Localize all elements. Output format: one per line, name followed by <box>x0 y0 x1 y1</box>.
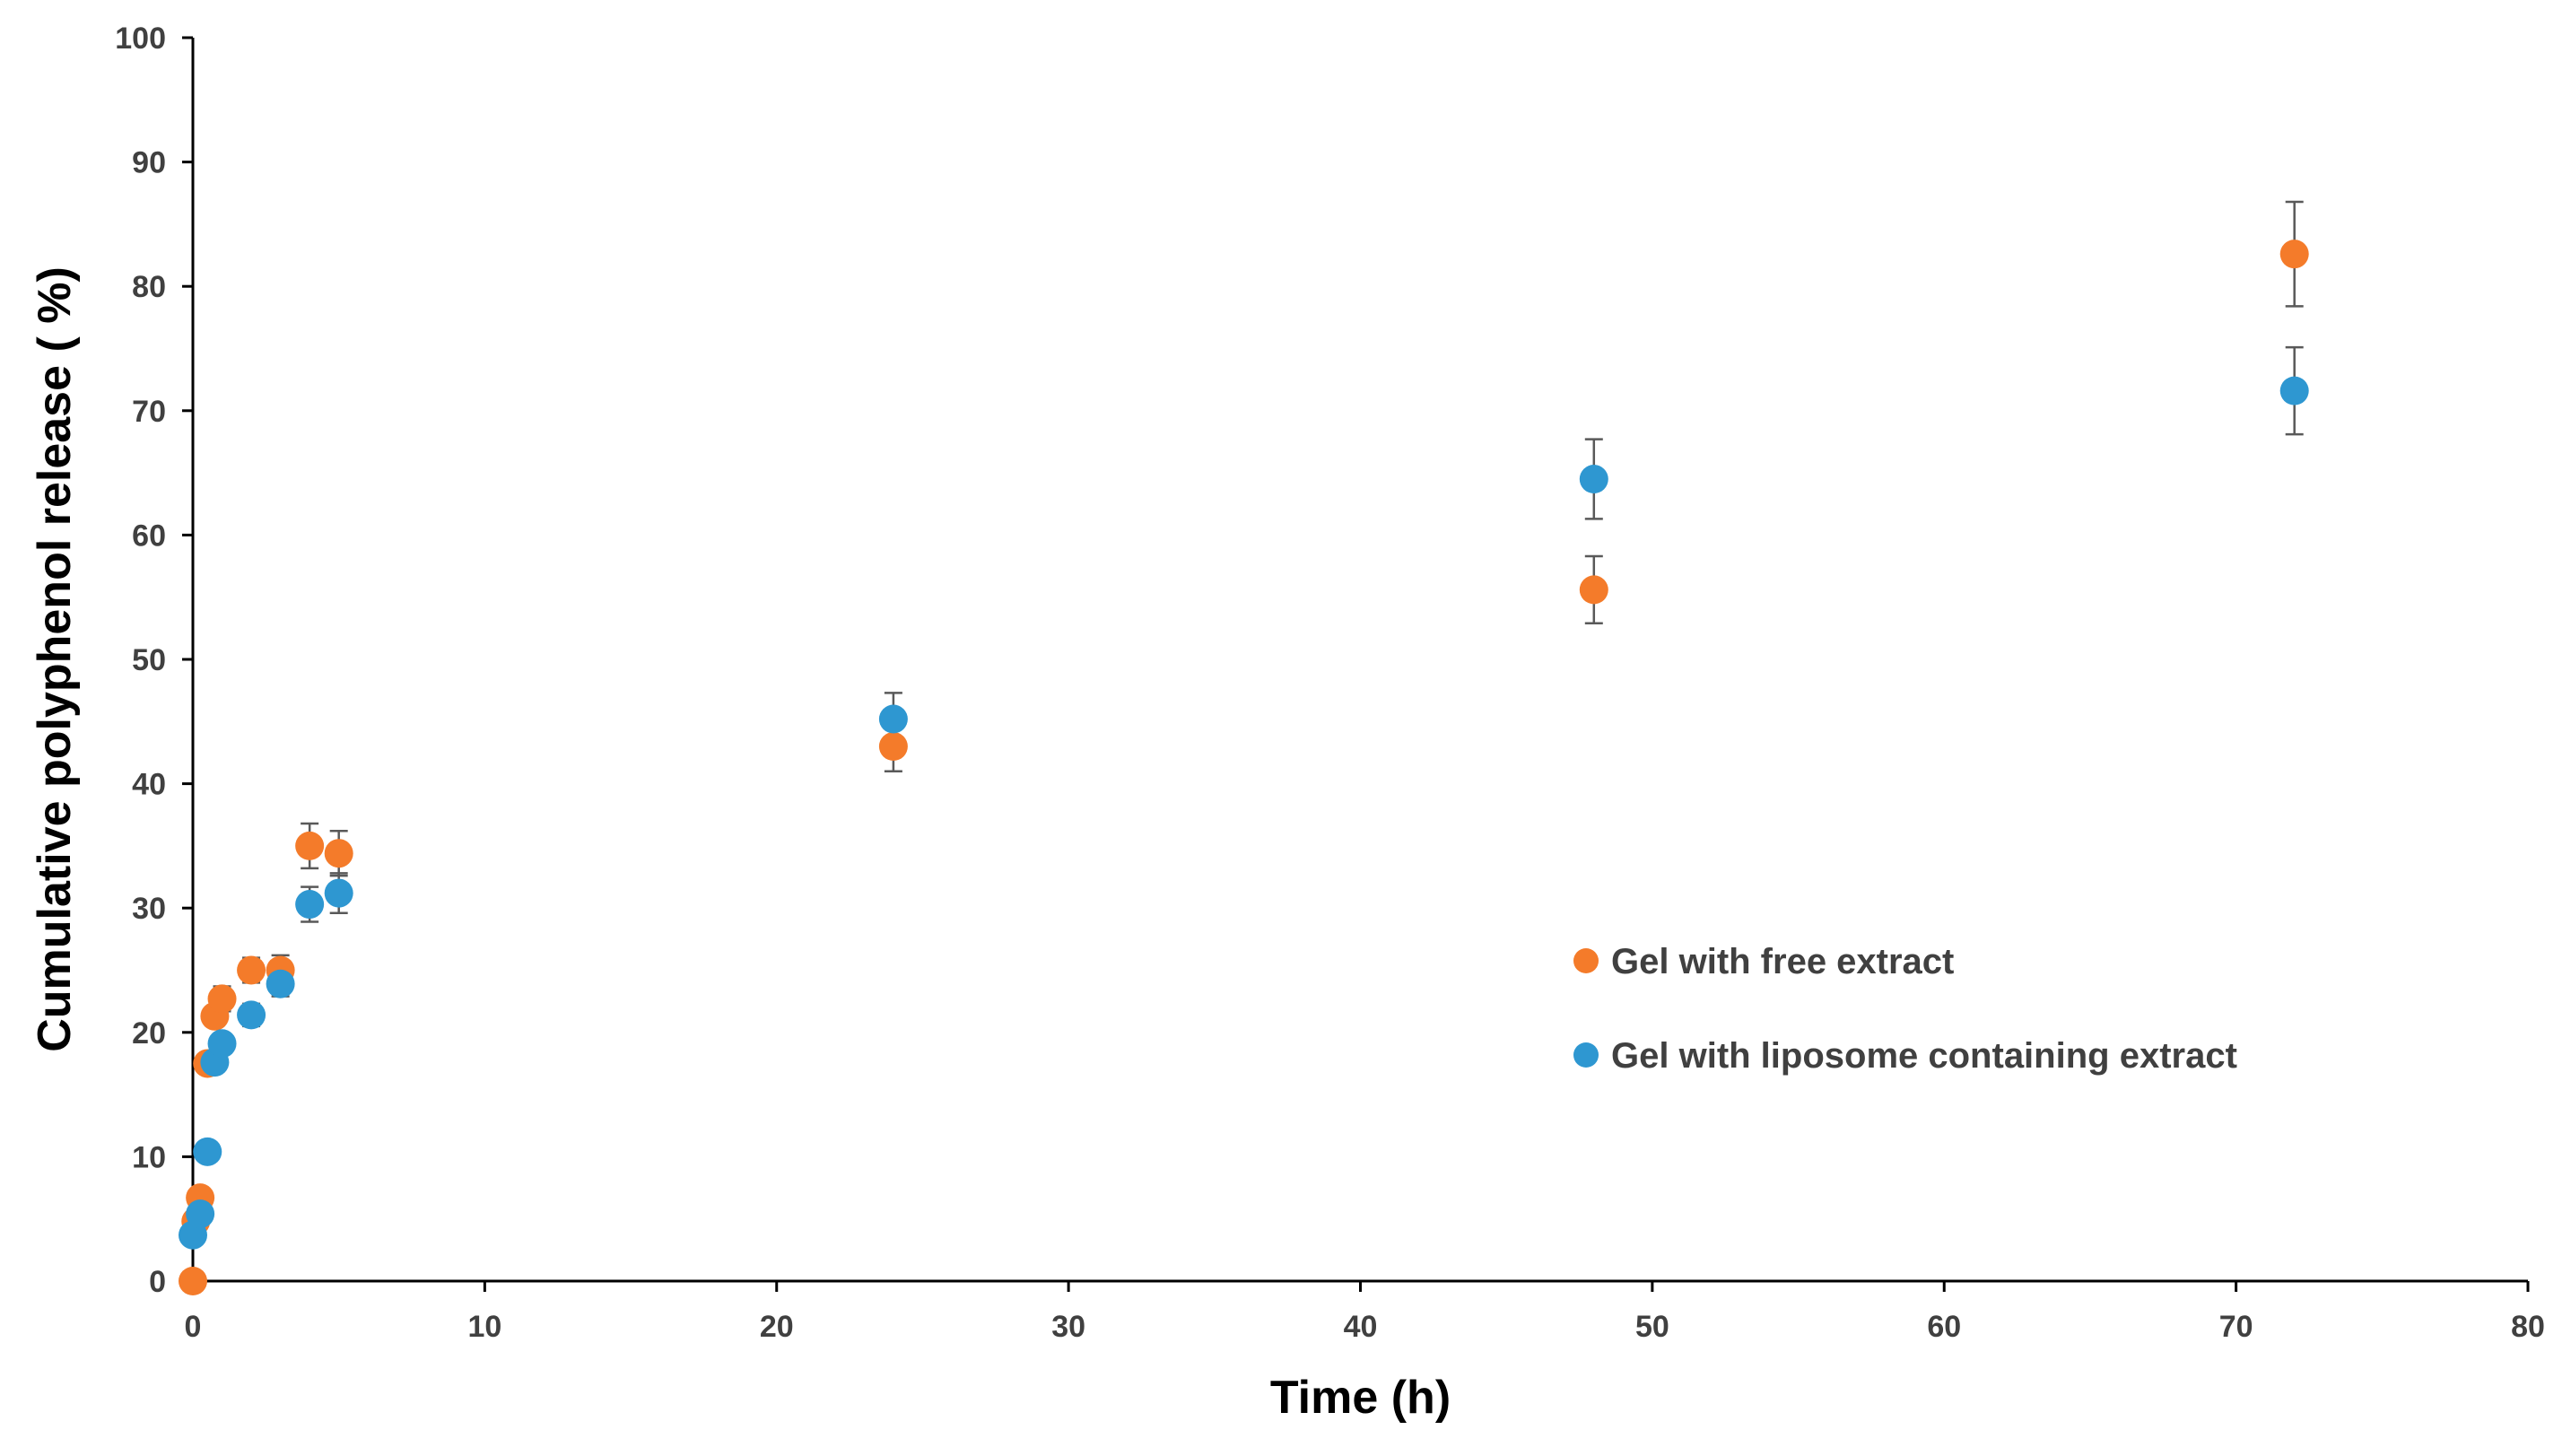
data-points <box>179 240 2309 1295</box>
data-point-series-2 <box>295 890 325 920</box>
y-axis-title: Cumulative polyphenol release ( %) <box>29 266 81 1052</box>
legend: Gel with free extract Gel with liposome c… <box>1573 942 2237 1076</box>
y-tick-label: 0 <box>149 1265 166 1299</box>
y-tick-label: 70 <box>132 395 166 429</box>
data-point-series-2 <box>1579 465 1608 494</box>
data-point-series-1 <box>207 984 237 1014</box>
x-tick-label: 50 <box>1635 1310 1669 1344</box>
x-tick-label: 60 <box>1927 1310 1961 1344</box>
data-point-series-2 <box>324 878 353 908</box>
legend-marker-series-2 <box>1573 1042 1599 1068</box>
data-point-series-2 <box>237 1000 266 1030</box>
x-axis-title: Time (h) <box>1270 1372 1451 1424</box>
legend-label-series-2: Gel with liposome containing extract <box>1611 1036 2237 1076</box>
data-point-series-2 <box>207 1029 237 1059</box>
data-point-series-2 <box>878 704 908 734</box>
data-point-series-2 <box>186 1199 215 1229</box>
y-tick-label: 20 <box>132 1016 166 1051</box>
legend-label-series-1: Gel with free extract <box>1611 942 1954 981</box>
x-tick-label: 20 <box>760 1310 794 1344</box>
legend-marker-series-1 <box>1573 948 1599 973</box>
y-tick-label: 90 <box>132 146 166 180</box>
data-point-series-1 <box>1579 575 1608 605</box>
x-tick-label: 10 <box>467 1310 501 1344</box>
data-point-series-1 <box>295 831 325 860</box>
data-point-series-1 <box>179 1267 207 1295</box>
data-point-series-1 <box>878 732 908 762</box>
y-tick-label: 30 <box>132 892 166 926</box>
y-tick-label: 100 <box>115 22 166 56</box>
y-tick-label: 10 <box>132 1140 166 1174</box>
y-tick-label: 40 <box>132 768 166 802</box>
x-axis-ticks: 0 10 20 30 40 50 60 70 80 <box>185 1281 2545 1344</box>
y-axis-ticks: 0 10 20 30 40 50 60 70 80 90 100 <box>115 22 193 1299</box>
axes <box>191 38 2528 1283</box>
data-point-series-1 <box>2279 240 2309 269</box>
y-tick-label: 80 <box>132 270 166 304</box>
x-tick-label: 0 <box>185 1310 202 1344</box>
data-point-series-2 <box>2279 376 2309 405</box>
x-tick-label: 80 <box>2511 1310 2545 1344</box>
x-tick-label: 40 <box>1344 1310 1378 1344</box>
data-point-series-1 <box>324 839 353 868</box>
data-point-series-2 <box>193 1137 222 1166</box>
x-tick-label: 30 <box>1051 1310 1085 1344</box>
x-tick-label: 70 <box>2219 1310 2253 1344</box>
data-point-series-2 <box>266 969 295 998</box>
y-tick-label: 50 <box>132 643 166 677</box>
y-tick-label: 60 <box>132 519 166 553</box>
data-point-series-1 <box>237 955 266 985</box>
